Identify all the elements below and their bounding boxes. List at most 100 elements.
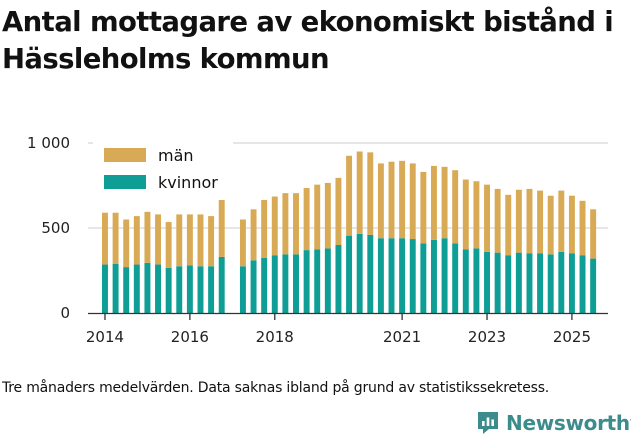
bar-man bbox=[239, 219, 246, 267]
bar-man bbox=[197, 214, 204, 267]
bar-kvinnor bbox=[441, 238, 448, 313]
bar-kvinnor bbox=[250, 260, 257, 313]
x-tick-label: 2018 bbox=[256, 328, 294, 346]
bar-man bbox=[261, 199, 268, 258]
newsworthy-logo-icon bbox=[478, 412, 498, 434]
bar-man bbox=[293, 193, 299, 255]
bar-man bbox=[271, 196, 278, 256]
bar-man bbox=[547, 195, 554, 255]
bar-kvinnor bbox=[568, 253, 575, 313]
bar-kvinnor bbox=[314, 249, 321, 313]
bar-man bbox=[218, 193, 225, 257]
bar-man bbox=[324, 182, 331, 249]
bar-man bbox=[441, 166, 448, 239]
bar-man bbox=[462, 179, 469, 250]
x-tick-label: 2021 bbox=[383, 328, 421, 346]
bar-kvinnor bbox=[462, 249, 469, 313]
bar-man bbox=[590, 209, 597, 259]
bar-kvinnor bbox=[515, 252, 522, 313]
bar-kvinnor bbox=[335, 245, 342, 313]
bar-kvinnor bbox=[473, 248, 480, 313]
bar-kvinnor bbox=[409, 239, 416, 313]
bar-kvinnor bbox=[420, 243, 427, 313]
bar-man bbox=[568, 195, 575, 254]
bar-kvinnor bbox=[558, 251, 565, 313]
bar-kvinnor bbox=[133, 264, 140, 313]
bar-kvinnor bbox=[367, 234, 374, 313]
bar-man bbox=[409, 163, 416, 240]
bar-man bbox=[579, 200, 586, 256]
bar-man bbox=[484, 184, 490, 252]
bar-man bbox=[335, 177, 342, 245]
bar-kvinnor bbox=[239, 266, 246, 313]
bar-man bbox=[430, 165, 437, 240]
bar-kvinnor bbox=[123, 267, 130, 313]
bar-kvinnor bbox=[293, 254, 299, 313]
bar-kvinnor bbox=[547, 254, 554, 313]
bar-kvinnor bbox=[537, 253, 544, 313]
bar-kvinnor bbox=[144, 262, 151, 313]
bar-man bbox=[473, 181, 480, 249]
bar-kvinnor bbox=[346, 235, 353, 313]
bar-kvinnor bbox=[324, 248, 331, 313]
bar-kvinnor bbox=[452, 243, 459, 313]
y-tick-label: 500 bbox=[41, 219, 70, 237]
bar-kvinnor bbox=[102, 264, 108, 313]
bar-man bbox=[123, 219, 130, 268]
bar-man bbox=[282, 193, 289, 255]
bar-man bbox=[367, 152, 374, 235]
x-tick-label: 2023 bbox=[468, 328, 506, 346]
bar-kvinnor bbox=[165, 267, 172, 313]
bar-man bbox=[144, 211, 151, 263]
bar-kvinnor bbox=[218, 256, 225, 313]
bar-kvinnor bbox=[430, 239, 437, 313]
bar-man bbox=[388, 161, 395, 239]
bar-kvinnor bbox=[208, 266, 215, 313]
bar-man bbox=[420, 171, 427, 244]
bar-kvinnor bbox=[303, 250, 310, 313]
bar-man bbox=[526, 188, 533, 254]
bar-kvinnor bbox=[282, 254, 289, 313]
bar-man bbox=[377, 163, 384, 239]
bar-man bbox=[314, 184, 321, 250]
bar-kvinnor bbox=[377, 238, 384, 313]
bar-kvinnor bbox=[271, 255, 278, 313]
legend-label: kvinnor bbox=[158, 173, 218, 192]
bar-man bbox=[176, 214, 183, 267]
bar-kvinnor bbox=[399, 238, 406, 313]
bar-kvinnor bbox=[155, 264, 162, 313]
bar-man bbox=[186, 214, 193, 266]
bar-man bbox=[250, 209, 257, 261]
bar-kvinnor bbox=[261, 257, 268, 313]
bar-kvinnor bbox=[356, 233, 363, 313]
bar-kvinnor bbox=[494, 252, 501, 313]
bar-man bbox=[558, 190, 565, 252]
bar-kvinnor bbox=[484, 251, 490, 313]
bar-kvinnor bbox=[505, 255, 512, 313]
x-tick-label: 2025 bbox=[553, 328, 591, 346]
bar-man bbox=[452, 170, 459, 244]
bar-man bbox=[346, 155, 353, 236]
footnote: Tre månaders medelvärden. Data saknas ib… bbox=[2, 380, 550, 396]
bar-man bbox=[165, 222, 172, 268]
bar-man bbox=[399, 160, 406, 239]
bar-man bbox=[537, 190, 544, 254]
bar-kvinnor bbox=[197, 266, 204, 313]
brand-logo[interactable]: Newsworthy bbox=[476, 408, 631, 438]
bar-man bbox=[208, 216, 215, 267]
legend-label: män bbox=[158, 146, 194, 165]
legend-swatch bbox=[104, 175, 146, 189]
x-tick-label: 2016 bbox=[171, 328, 209, 346]
bar-kvinnor bbox=[590, 258, 597, 313]
bar-kvinnor bbox=[186, 265, 193, 313]
bar-kvinnor bbox=[579, 255, 586, 313]
bar-kvinnor bbox=[112, 263, 119, 313]
bar-man bbox=[155, 214, 162, 265]
bar-kvinnor bbox=[388, 238, 395, 313]
bar-man bbox=[494, 188, 501, 253]
brand-name: Newsworthy bbox=[506, 411, 631, 435]
legend-swatch bbox=[104, 148, 146, 162]
y-tick-label: 0 bbox=[60, 304, 70, 322]
y-tick-label: 1 000 bbox=[27, 134, 70, 152]
bar-man bbox=[515, 189, 522, 253]
